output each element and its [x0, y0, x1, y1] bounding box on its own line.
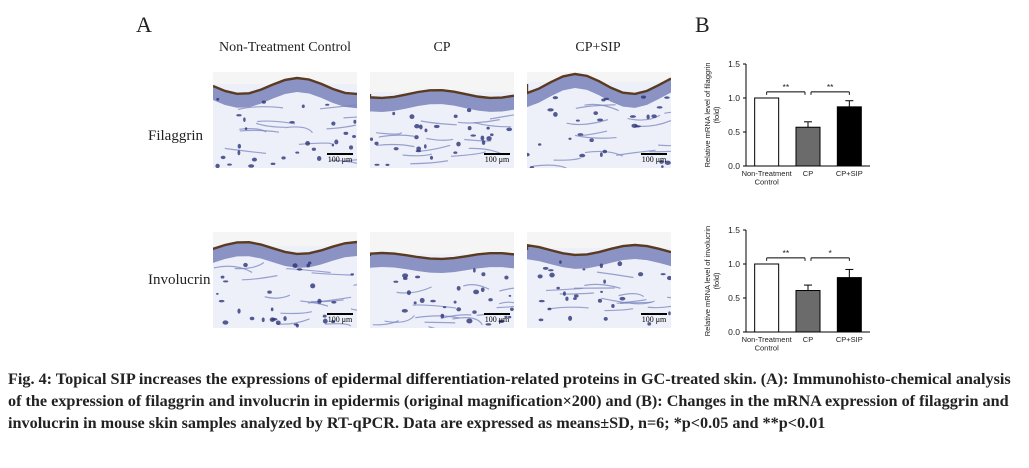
- scale-bar: 100 μm: [641, 313, 667, 324]
- significance-label: **: [783, 82, 790, 92]
- scale-bar-line: [327, 153, 353, 155]
- y-tick-label: 0.5: [728, 293, 740, 303]
- significance-label: *: [829, 248, 833, 258]
- panel-a-letter: A: [136, 12, 152, 37]
- y-axis-label-unit: (fold): [712, 272, 721, 290]
- micrograph-filaggrin-control: 100 μm: [213, 72, 357, 168]
- micrograph-involucrin-cp: 100 μm: [370, 232, 514, 328]
- column-header-control: Non-Treatment Control: [218, 40, 352, 55]
- significance-label: **: [783, 248, 790, 258]
- row-label-filaggrin: Filaggrin: [148, 128, 203, 144]
- scale-bar-label: 100 μm: [327, 315, 353, 324]
- y-tick-label: 0.0: [728, 327, 740, 337]
- scale-bar-line: [641, 313, 667, 315]
- bar-0: [754, 97, 780, 167]
- scale-bar-label: 100 μm: [327, 155, 353, 164]
- column-header-cp-sip: CP+SIP: [575, 40, 621, 55]
- scale-bar-line: [484, 313, 510, 315]
- y-tick-label: 1.0: [728, 259, 740, 269]
- micrograph-involucrin-control: 100 μm: [213, 232, 357, 328]
- x-tick-label: Non-Treatment: [742, 335, 793, 344]
- scale-bar: 100 μm: [327, 153, 353, 164]
- x-tick-label: CP+SIP: [836, 335, 863, 344]
- y-tick-label: 0.0: [728, 161, 740, 171]
- x-tick-label: CP: [803, 169, 813, 178]
- x-tick-label: Non-Treatment: [742, 169, 793, 178]
- bar-2: [836, 277, 862, 333]
- scale-bar-line: [641, 153, 667, 155]
- bar-1: [795, 126, 821, 167]
- y-tick-label: 1.5: [728, 59, 740, 69]
- scale-bar: 100 μm: [484, 313, 510, 324]
- y-tick-label: 1.0: [728, 93, 740, 103]
- bar-1: [795, 290, 821, 333]
- scale-bar-label: 100 μm: [484, 315, 510, 324]
- chart-filaggrin: 0.0 0.5 1.0 1.5 Relative mRNA level of filag…: [690, 56, 890, 196]
- scale-bar-line: [327, 313, 353, 315]
- x-tick-label: Control: [755, 344, 780, 353]
- row-label-involucrin: Involucrin: [148, 272, 211, 288]
- scale-bar-line: [484, 153, 510, 155]
- scale-bar: 100 μm: [327, 313, 353, 324]
- scale-bar-label: 100 μm: [641, 315, 667, 324]
- bar-2: [836, 106, 862, 167]
- y-axis-label: Relative mRNA level of involucrin: [703, 226, 712, 336]
- figure-caption: Fig. 4: Topical SIP increases the expres…: [8, 370, 1011, 432]
- y-tick-label: 1.5: [728, 225, 740, 235]
- significance-label: **: [827, 82, 834, 92]
- x-tick-label: Control: [755, 178, 780, 187]
- scale-bar: 100 μm: [484, 153, 510, 164]
- scale-bar-label: 100 μm: [641, 155, 667, 164]
- panel-b-letter: B: [695, 12, 710, 37]
- bar-0: [754, 263, 780, 333]
- micrograph-involucrin-cp-sip: 100 μm: [527, 232, 671, 328]
- scale-bar-label: 100 μm: [484, 155, 510, 164]
- column-header-cp: CP: [433, 40, 451, 55]
- x-tick-label: CP: [803, 335, 813, 344]
- micrograph-filaggrin-cp-sip: 100 μm: [527, 72, 671, 168]
- chart-involucrin: 0.0 0.5 1.0 1.5 Relative mRNA level of invol…: [690, 222, 890, 362]
- y-tick-label: 0.5: [728, 127, 740, 137]
- y-axis-label: Relative mRNA level of filaggrin: [703, 62, 712, 167]
- y-axis-label-unit: (fold): [712, 106, 721, 124]
- micrograph-filaggrin-cp: 100 μm: [370, 72, 514, 168]
- x-tick-label: CP+SIP: [836, 169, 863, 178]
- scale-bar: 100 μm: [641, 153, 667, 164]
